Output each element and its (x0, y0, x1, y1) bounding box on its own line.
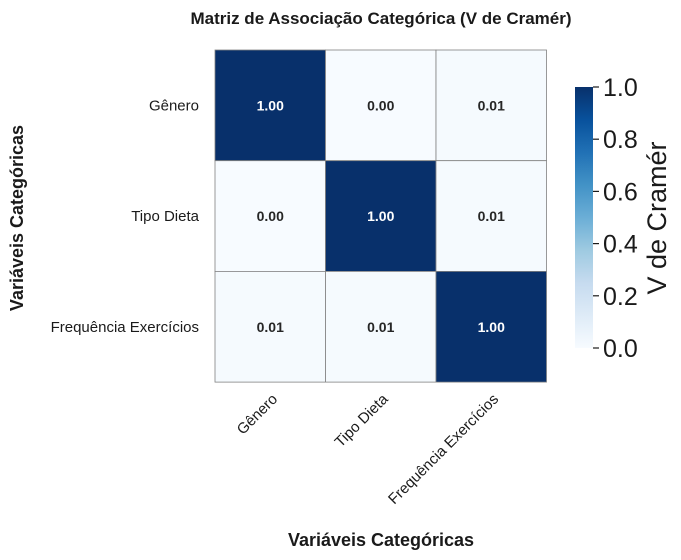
heatmap-cell (325, 160, 437, 272)
y-tick-label: Gênero (149, 97, 199, 114)
colorbar-tick-label: 0.2 (603, 283, 638, 311)
cell-value-label: 0.00 (257, 208, 284, 224)
cell-value-label: 0.01 (478, 97, 505, 113)
cell-value-label: 0.00 (367, 97, 394, 113)
colorbar-tick-label: 1.0 (603, 74, 638, 102)
x-tick-label: Tipo Dieta (332, 390, 392, 450)
colorbar-tick-label: 0.8 (603, 126, 638, 154)
heatmap-cell (325, 270, 437, 383)
heatmap-cell (435, 49, 547, 162)
cell-value-label: 0.01 (367, 319, 394, 335)
x-tick-label: Frequência Exercícios (385, 391, 502, 508)
heatmap-cell (214, 49, 326, 162)
cell-value-label: 1.00 (478, 319, 505, 335)
heatmap-cell (214, 270, 326, 383)
colorbar-label: V de Cramér (642, 141, 672, 294)
x-tick-label: Gênero (234, 391, 281, 438)
heatmap-cells: 1.00 0.00 0.01 0.00 1.00 0.01 0.01 0.01 1.00 (214, 49, 547, 383)
heatmap-cell (325, 49, 437, 162)
y-tick-label: Frequência Exercícios (51, 319, 199, 336)
y-axis-label: Variáveis Categóricas (7, 125, 27, 311)
colorbar-ticks: 0.0 0.2 0.4 0.6 0.8 1.0 (593, 74, 638, 363)
colorbar-tick-label: 0.4 (603, 231, 638, 259)
heatmap-cell (435, 160, 547, 272)
cell-value-label: 0.01 (257, 319, 284, 335)
colorbar (575, 87, 593, 348)
colorbar-tick-label: 0.6 (603, 178, 638, 206)
x-axis-label: Variáveis Categóricas (288, 530, 474, 550)
cell-value-label: 0.01 (478, 208, 505, 224)
chart-title: Matriz de Associação Categórica (V de Cr… (190, 9, 571, 28)
y-tick-label: Tipo Dieta (131, 208, 199, 225)
cell-value-label: 1.00 (257, 97, 284, 113)
colorbar-tick-label: 0.0 (603, 335, 638, 363)
heatmap-cell (214, 160, 326, 272)
y-tick-labels: Gênero Tipo Dieta Frequência Exercícios (51, 97, 200, 335)
cell-value-label: 1.00 (367, 208, 394, 224)
heatmap-cell (435, 270, 547, 383)
